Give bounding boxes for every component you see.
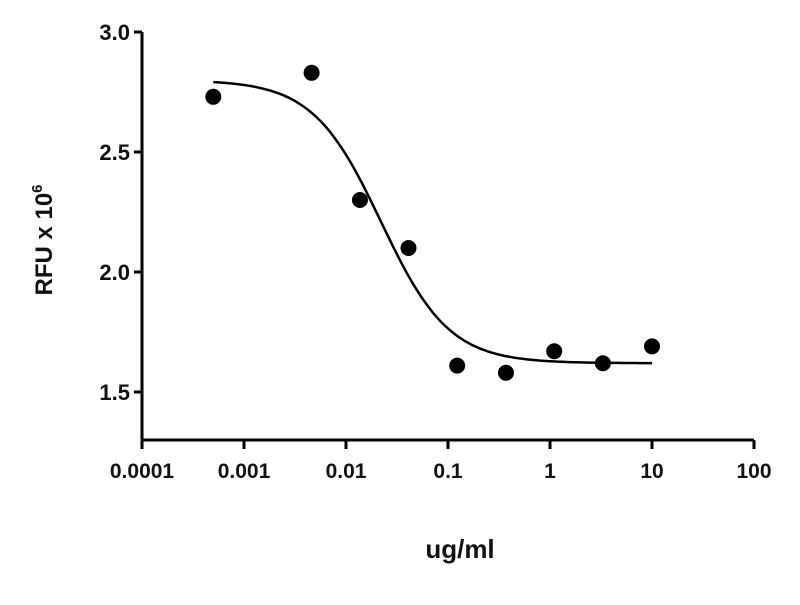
x-tick-label: 0.01 (326, 460, 367, 483)
x-ticks: 0.0001 0.001 0.01 0.1 1 10 100 (110, 440, 772, 483)
y-tick-label: 2.5 (99, 140, 130, 165)
data-point (205, 88, 222, 105)
y-axis-label: RFU x 106 (29, 184, 58, 295)
data-point (644, 338, 660, 355)
y-tick-label: 2.0 (99, 260, 130, 285)
fit-curve (213, 80, 652, 365)
x-tick-label: 10 (640, 460, 663, 483)
x-tick-label: 100 (736, 460, 771, 483)
data-point (303, 64, 320, 81)
data-point (497, 364, 514, 381)
data-point (400, 240, 417, 256)
x-tick-label: 0.1 (433, 460, 463, 483)
y-tick-label: 1.5 (99, 380, 130, 405)
data-point (351, 192, 368, 208)
y-tick-label: 3.0 (99, 20, 130, 45)
x-tick-label: 1 (544, 460, 556, 483)
y-axis-label-exponent: 6 (29, 184, 46, 192)
y-ticks: 3.0 2.5 2.0 1.5 (99, 20, 142, 405)
data-point (449, 357, 466, 374)
axes (140, 32, 754, 442)
x-tick-label: 0.001 (218, 460, 271, 483)
data-points (205, 64, 660, 381)
data-point (594, 355, 611, 372)
data-point (546, 343, 563, 360)
x-tick-label: 0.0001 (110, 460, 175, 483)
x-axis-label: ug/ml (425, 534, 494, 564)
